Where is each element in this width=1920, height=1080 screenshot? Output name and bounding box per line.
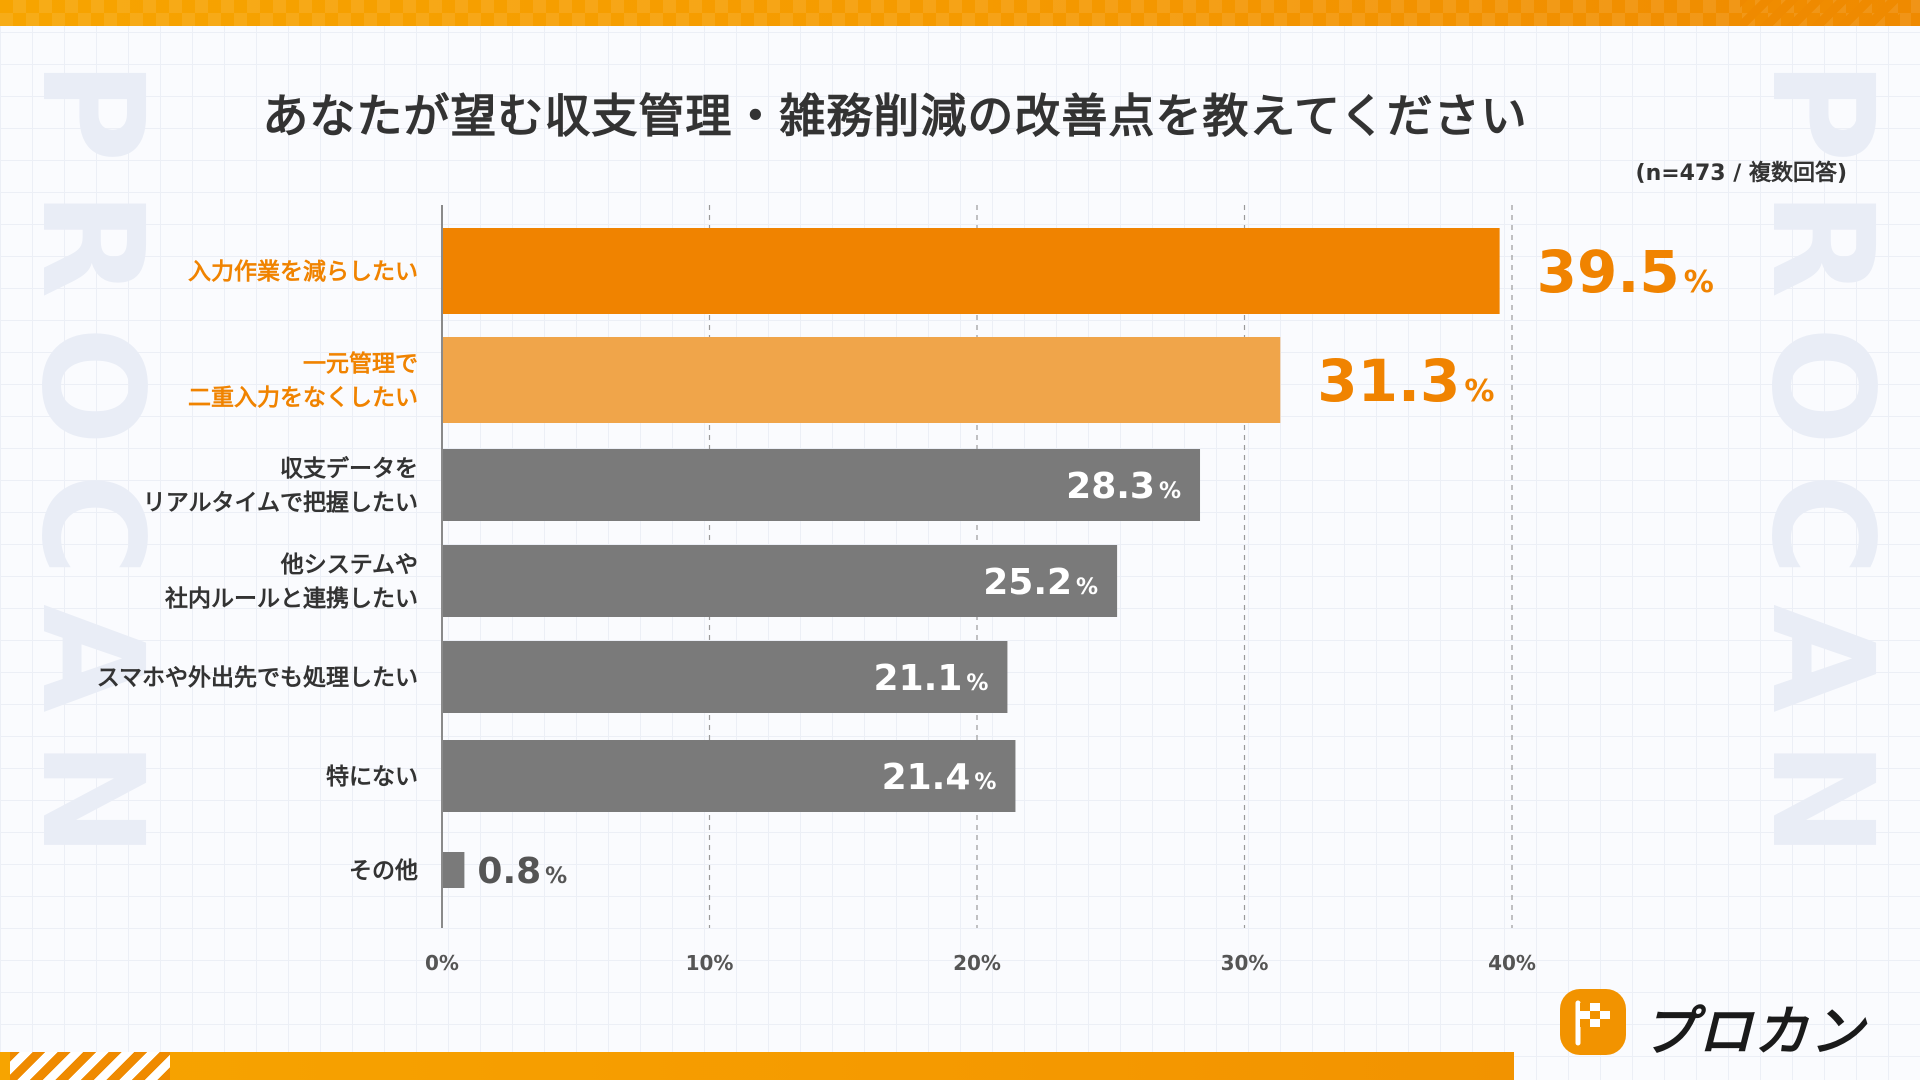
category-label: 特にない xyxy=(326,764,418,790)
top-band-pattern xyxy=(0,0,1920,26)
category-label: 収支データを xyxy=(280,455,418,482)
watermark-right: PROCAN xyxy=(1740,60,1903,886)
chart-title: あなたが望む収支管理・雑務削減の改善点を教えてください xyxy=(262,89,1528,143)
watermark-left: PROCAN xyxy=(10,60,173,886)
value-number: 21.1 xyxy=(874,658,963,699)
checkered-flag-icon xyxy=(1560,989,1626,1055)
value-label: 25.2% xyxy=(983,562,1098,603)
category-label: その他 xyxy=(349,858,418,884)
x-tick-label: 10% xyxy=(686,951,734,975)
value-number: 25.2 xyxy=(983,562,1072,603)
x-tick-label: 0% xyxy=(425,951,459,975)
value-label: 0.8% xyxy=(477,851,567,892)
value-unit: % xyxy=(1684,265,1714,300)
value-unit: % xyxy=(1159,479,1181,504)
category-label: スマホや外出先でも処理したい xyxy=(97,664,418,691)
category-label: 一元管理で xyxy=(303,350,418,377)
category-label: 他システムや xyxy=(280,552,418,578)
sample-note: (n=473 / 複数回答) xyxy=(1635,161,1847,186)
brand-logo: プロカン xyxy=(1560,985,1900,1065)
value-label: 28.3% xyxy=(1066,466,1181,507)
value-unit: % xyxy=(1076,575,1098,600)
top-stripes xyxy=(1740,0,1900,26)
value-label: 21.4% xyxy=(882,757,997,798)
value-number: 21.4 xyxy=(882,757,971,798)
bar xyxy=(443,545,1118,617)
x-tick-label: 30% xyxy=(1221,951,1269,975)
bar xyxy=(443,228,1500,314)
bar xyxy=(443,852,465,888)
value-unit: % xyxy=(545,864,567,889)
bottom-stripes xyxy=(10,1052,170,1080)
bar xyxy=(443,337,1281,423)
category-label: リアルタイムで把握したい xyxy=(143,490,418,516)
value-unit: % xyxy=(1464,374,1494,409)
logo-text: プロカン xyxy=(1642,1000,1866,1063)
bar xyxy=(443,641,1008,713)
value-label: 31.3% xyxy=(1317,347,1494,415)
value-number: 28.3 xyxy=(1066,466,1155,507)
value-number: 31.3 xyxy=(1317,347,1460,415)
value-label: 21.1% xyxy=(874,658,989,699)
category-label: 二重入力をなくしたい xyxy=(188,385,418,411)
category-label: 社内ルールと連携したい xyxy=(165,585,418,612)
value-label: 39.5% xyxy=(1537,238,1714,306)
x-tick-label: 40% xyxy=(1488,951,1536,975)
value-unit: % xyxy=(966,671,988,696)
value-number: 39.5 xyxy=(1537,238,1680,306)
top-accent-band xyxy=(0,0,1920,26)
bottom-accent-band xyxy=(0,1052,1514,1080)
bar xyxy=(443,740,1016,812)
value-number: 0.8 xyxy=(477,851,541,892)
value-unit: % xyxy=(974,770,996,795)
category-label: 入力作業を減らしたい xyxy=(188,258,418,285)
x-tick-label: 20% xyxy=(953,951,1001,975)
bar xyxy=(443,449,1201,521)
